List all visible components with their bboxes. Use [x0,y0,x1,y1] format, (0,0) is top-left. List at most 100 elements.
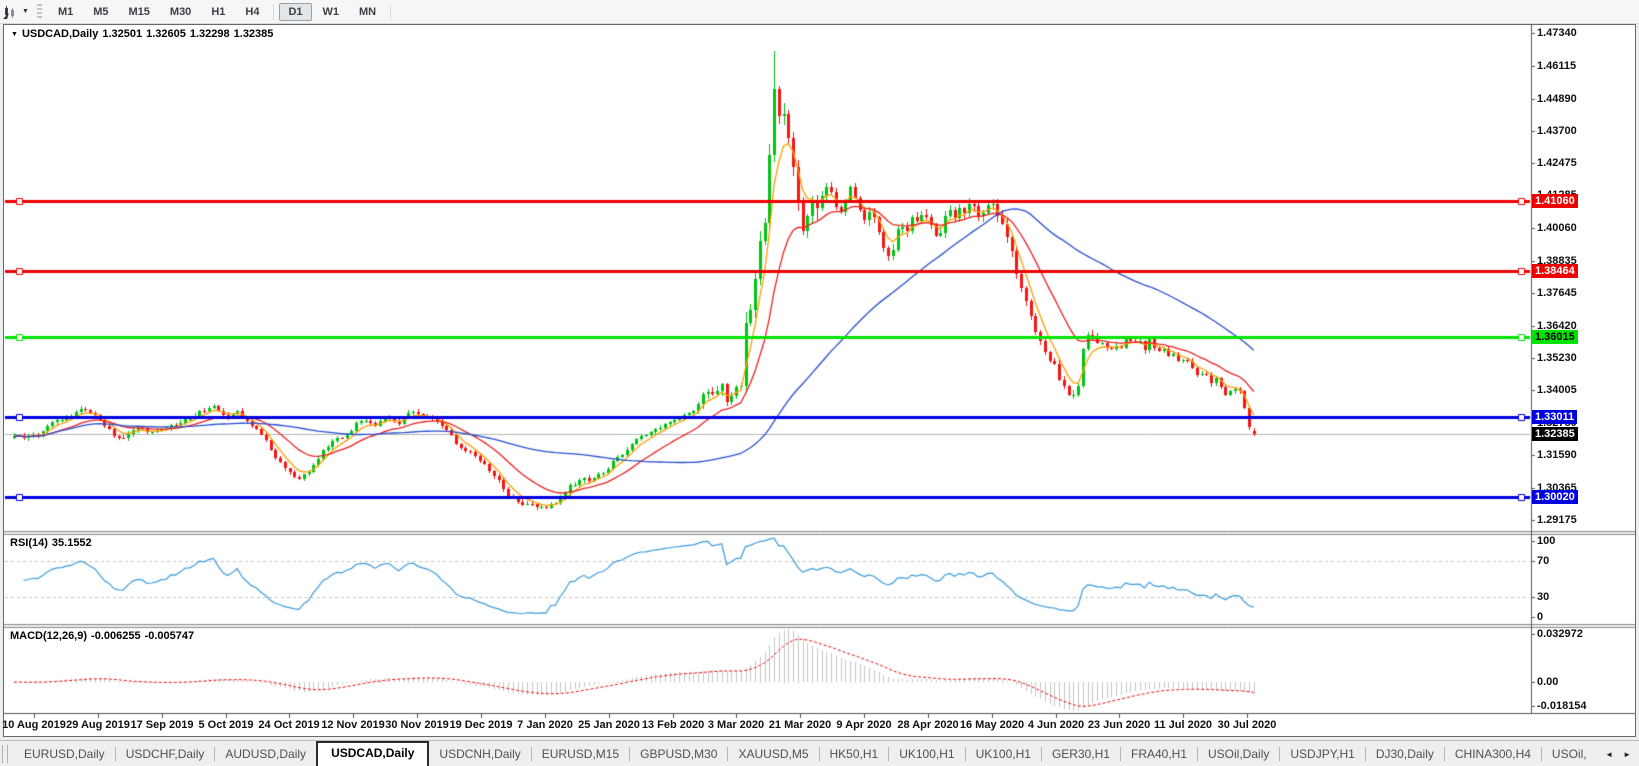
macd-main-value: -0.006255 [91,630,141,642]
date-axis-label: 16 May 2020 [959,719,1025,731]
tab-fra40-h1[interactable]: FRA40,H1 [1130,747,1188,761]
ohlc-close: 1.32385 [233,28,274,40]
date-axis-label: 29 Aug 2019 [66,719,130,731]
price-axis-label: 1.42475 [1537,157,1577,169]
hline-price-tag: 1.38464 [1532,264,1578,278]
tab-xauusd-m5[interactable]: XAUUSD,M5 [738,747,809,761]
tab-separator [1197,747,1199,761]
tab-gbpusd-m30[interactable]: GBPUSD,M30 [640,747,718,761]
tab-separator [114,747,116,761]
tab-separator [1040,747,1042,761]
hline-price-tag: 1.30020 [1532,490,1578,504]
tabs-scroll-right-icon[interactable]: ► [1623,749,1631,759]
date-axis-label: 24 Oct 2019 [258,719,320,731]
ohlc-open: 1.32501 [102,28,143,40]
tab-eurusd-daily[interactable]: EURUSD,Daily [24,747,105,761]
toolbar-separator [273,3,275,20]
tab-separator [727,747,729,761]
timeframe-button-M1[interactable]: M1 [57,5,74,18]
ohlc-high: 1.32605 [146,28,186,40]
tab-eurusd-m15[interactable]: EURUSD,M15 [541,747,620,761]
date-axis-label: 7 Jan 2020 [517,719,573,731]
chart-tabs: EURUSD,Daily USDCHF,Daily AUDUSD,Daily USDC… [14,741,1605,766]
tab-usoil-h[interactable]: USOil,H [1551,747,1596,761]
date-axis-label: 5 Oct 2019 [198,719,254,731]
timeframe-button-M15[interactable]: M15 [128,5,150,18]
tab-separator [964,747,966,761]
hline-price-tag: 1.36015 [1532,330,1578,344]
tab-separator [530,747,532,761]
macd-scale-zero: 0.00 [1537,676,1559,688]
tab-dj30-daily[interactable]: DJ30,Daily [1375,747,1434,761]
timeframe-buttons: M1 M5 M15 M30 H1 H4 D1 W1 MN [48,2,395,21]
tab-separator [1443,747,1445,761]
tab-usdcad-daily[interactable]: USDCAD,Daily [316,741,430,766]
tab-usdcnh-daily[interactable]: USDCNH,Daily [439,747,521,761]
tab-usdjpy-h1[interactable]: USDJPY,H1 [1290,747,1355,761]
tab-usoil-daily[interactable]: USOil,Daily [1208,747,1270,761]
tab-separator [1279,747,1281,761]
tabbar-grip[interactable] [2,745,8,763]
tab-ger30-h1[interactable]: GER30,H1 [1051,747,1110,761]
tab-china300-h4[interactable]: CHINA300,H4 [1454,747,1531,761]
tab-uk100-h1[interactable]: UK100,H1 [899,747,955,761]
date-axis-label: 30 Jul 2020 [1217,719,1277,731]
price-axis-label: 1.36420 [1537,320,1577,332]
tabs-scroll-left-icon[interactable]: ◄ [1605,749,1614,759]
timeframe-button-MN[interactable]: MN [359,5,377,18]
tab-audusd-daily[interactable]: AUDUSD,Daily [225,747,307,761]
macd-signal-value: -0.005747 [144,630,195,642]
date-axis-label: 12 Nov 2019 [321,719,385,731]
timeframe-button-M30[interactable]: M30 [169,5,192,18]
price-axis-label: 1.37645 [1537,287,1577,299]
chart-title: ▼ USDCAD,Daily 1.32501 1.32605 1.32298 1.3238… [11,28,277,40]
tab-separator [214,747,216,761]
macd-name: MACD(12,26,9) [10,630,88,642]
rsi-scale-label: 70 [1537,555,1550,567]
timeframe-toolbar: ▼ M1 M5 M15 M30 H1 H4 D1 W1 MN [0,0,1639,24]
tabs-scroll-arrows: ◄ ► [1587,741,1639,766]
timeframe-button-D1[interactable]: D1 [279,2,312,21]
date-axis-label: 19 Dec 2019 [449,719,513,731]
price-axis-label: 1.46115 [1537,60,1577,72]
chart-cursor-icon[interactable] [2,4,20,20]
chart-canvas[interactable] [4,25,1635,736]
toolbar-grip[interactable] [36,3,42,20]
chart-tabs-bar: EURUSD,Daily USDCHF,Daily AUDUSD,Daily USDC… [0,740,1639,766]
price-axis-label: 1.40060 [1537,222,1577,234]
tab-hk50-h1[interactable]: HK50,H1 [829,747,879,761]
tab-separator [818,747,820,761]
date-axis-label: 10 Aug 2019 [2,719,66,731]
hline-price-tag: 1.33011 [1532,410,1578,424]
macd-label: MACD(12,26,9) -0.006255 -0.005747 [10,630,198,642]
timeframe-button-W1[interactable]: W1 [322,5,340,18]
price-axis-label: 1.44890 [1537,93,1577,105]
date-axis-label: 30 Nov 2019 [385,719,449,731]
rsi-scale-label: 0 [1537,611,1544,623]
price-axis-label: 1.47340 [1537,27,1577,39]
date-axis-label: 25 Jan 2020 [578,719,640,731]
chart-symbol-period: USDCAD,Daily [21,28,99,40]
timeframe-button-H1[interactable]: H1 [211,5,226,18]
date-axis-label: 4 Jun 2020 [1027,719,1085,731]
tab-uk100-h1[interactable]: UK100,H1 [975,747,1031,761]
date-axis-label: 9 Apr 2020 [836,719,892,731]
tab-separator [1364,747,1366,761]
current-price-tag: 1.32385 [1532,427,1578,441]
tab-usdchf-daily[interactable]: USDCHF,Daily [125,747,205,761]
date-axis-label: 28 Apr 2020 [897,719,959,731]
rsi-name: RSI(14) [10,537,48,549]
hline-price-tag: 1.41060 [1532,194,1578,208]
price-axis-label: 1.29175 [1537,514,1577,526]
price-axis-label: 1.43700 [1537,125,1577,137]
chart-window: ▼ USDCAD,Daily 1.32501 1.32605 1.32298 1.3238… [2,24,1636,737]
rsi-value: 35.1552 [51,537,92,549]
collapse-arrow-icon[interactable]: ▼ [11,31,18,38]
chevron-down-icon[interactable]: ▼ [22,8,29,15]
timeframe-button-M5[interactable]: M5 [93,5,109,18]
macd-scale-top: 0.032972 [1537,628,1583,640]
price-axis-label: 1.31590 [1537,449,1577,461]
timeframe-button-H4[interactable]: H4 [245,5,260,18]
tab-separator [888,747,890,761]
